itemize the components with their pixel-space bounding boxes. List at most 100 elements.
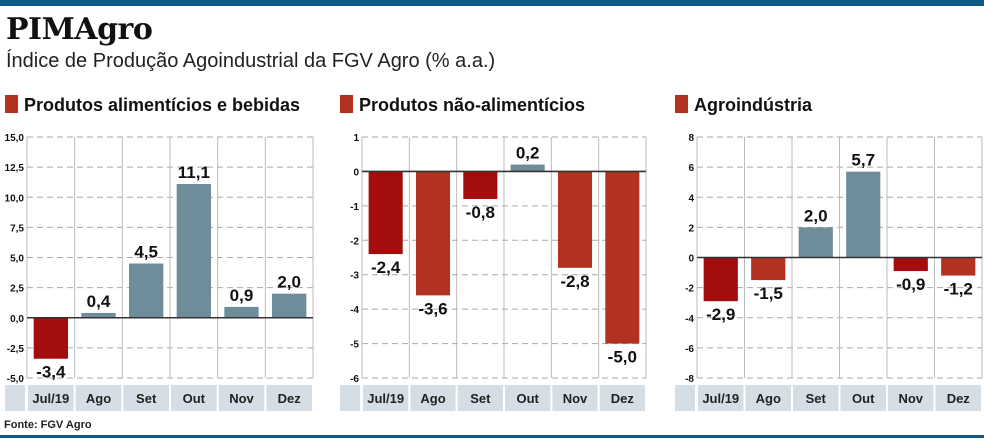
- bar: [846, 171, 881, 258]
- chart-panel-3: Agroindústria -8 -6 -4 -2 0 2 4 6 8 Jul/19 -2,9 Ago -…: [675, 95, 983, 411]
- legend-swatch: [675, 95, 688, 113]
- bar: [751, 257, 786, 281]
- x-tick-label: Out: [183, 391, 206, 406]
- category-cell: [75, 385, 122, 411]
- bar: [557, 171, 593, 268]
- page-title: PIMAgro: [6, 12, 153, 47]
- y-tick-label: 0,0: [10, 314, 24, 325]
- data-label: 0,4: [87, 292, 111, 311]
- y-tick-label: 6: [688, 163, 694, 174]
- panel-title: Produtos alimentícios e bebidas: [24, 95, 300, 115]
- bar: [510, 164, 545, 172]
- bar: [941, 257, 976, 276]
- source-note: Fonte: FGV Agro: [4, 419, 92, 431]
- data-label: 4,5: [134, 243, 158, 262]
- x-tick-label: Out: [516, 391, 539, 406]
- chart-panel-2: Produtos não-alimentícios -6 -5 -4 -3 -2 -1 0 1 J…: [340, 95, 647, 411]
- y-tick-label: 12,5: [5, 163, 25, 174]
- category-cell: [698, 385, 744, 411]
- category-cell: [363, 385, 409, 411]
- x-tick-label: Nov: [229, 391, 254, 406]
- y-tick-label: -4: [350, 305, 359, 316]
- bar: [81, 312, 116, 318]
- panel-title: Agroindústria: [694, 95, 813, 115]
- category-cell: [935, 385, 981, 411]
- data-label: 0,2: [516, 144, 540, 163]
- data-label: 2,0: [804, 206, 828, 225]
- data-label: 11,1: [178, 163, 210, 182]
- bar: [415, 171, 451, 296]
- category-strip-blank: [5, 385, 25, 411]
- bar: [893, 257, 928, 272]
- y-tick-label: -2: [685, 284, 694, 295]
- y-tick-label: 8: [688, 133, 694, 144]
- x-tick-label: Set: [136, 391, 157, 406]
- y-tick-label: 5,0: [10, 254, 24, 265]
- category-cell: [599, 385, 645, 411]
- category-cell: [457, 385, 503, 411]
- category-cell: [218, 385, 265, 411]
- y-tick-label: 0: [353, 167, 359, 178]
- data-label: -2,9: [706, 305, 735, 324]
- y-tick-label: 15,0: [5, 133, 25, 144]
- x-tick-label: Nov: [563, 391, 588, 406]
- y-tick-label: -6: [350, 374, 359, 385]
- data-label: -0,8: [466, 203, 495, 222]
- category-cell: [171, 385, 217, 411]
- x-tick-label: Jul/19: [367, 391, 404, 406]
- bar: [368, 171, 403, 255]
- data-label: 0,9: [230, 286, 254, 305]
- data-label: -2,8: [560, 272, 589, 291]
- x-tick-label: Jul/19: [32, 391, 69, 406]
- y-tick-label: -2: [350, 236, 359, 247]
- category-cell: [745, 385, 791, 411]
- legend-swatch: [5, 95, 18, 113]
- y-tick-label: 0: [688, 254, 694, 265]
- category-cell: [410, 385, 456, 411]
- data-label: -3,6: [418, 299, 447, 318]
- legend-swatch: [340, 95, 353, 113]
- category-strip-blank: [340, 385, 360, 411]
- x-tick-label: Ago: [86, 391, 111, 406]
- data-label: -3,4: [36, 363, 66, 382]
- bar: [272, 293, 307, 318]
- x-tick-label: Out: [852, 391, 875, 406]
- bar: [798, 227, 833, 258]
- category-cell: [840, 385, 886, 411]
- bottom-brand-bar: [0, 435, 984, 438]
- category-cell: [793, 385, 839, 411]
- category-cell: [888, 385, 934, 411]
- y-tick-label: -6: [685, 344, 694, 355]
- x-tick-label: Nov: [898, 391, 923, 406]
- y-tick-label: -5: [350, 340, 359, 351]
- y-tick-label: 2: [688, 223, 694, 234]
- y-tick-label: -4: [685, 314, 694, 325]
- data-label: -5,0: [608, 348, 637, 367]
- y-tick-label: 10,0: [5, 193, 25, 204]
- data-label: 5,7: [851, 151, 875, 170]
- bar: [33, 317, 68, 359]
- category-cell: [28, 385, 74, 411]
- x-tick-label: Set: [470, 391, 491, 406]
- x-tick-label: Ago: [420, 391, 445, 406]
- x-tick-label: Dez: [278, 391, 302, 406]
- data-label: -1,5: [754, 284, 783, 303]
- x-tick-label: Dez: [947, 391, 971, 406]
- top-brand-bar: [0, 0, 984, 6]
- x-tick-label: Jul/19: [702, 391, 739, 406]
- y-tick-label: -2,5: [7, 344, 25, 355]
- bar: [605, 171, 640, 344]
- y-tick-label: 4: [688, 193, 694, 204]
- data-label: -0,9: [896, 275, 925, 294]
- y-tick-label: -8: [685, 374, 694, 385]
- data-label: -1,2: [944, 280, 973, 299]
- y-tick-label: -1: [350, 202, 359, 213]
- bar: [224, 306, 259, 318]
- data-label: -2,4: [371, 258, 401, 277]
- data-label: 2,0: [277, 273, 301, 292]
- category-cell: [505, 385, 551, 411]
- bar: [129, 263, 164, 318]
- category-strip-blank: [675, 385, 695, 411]
